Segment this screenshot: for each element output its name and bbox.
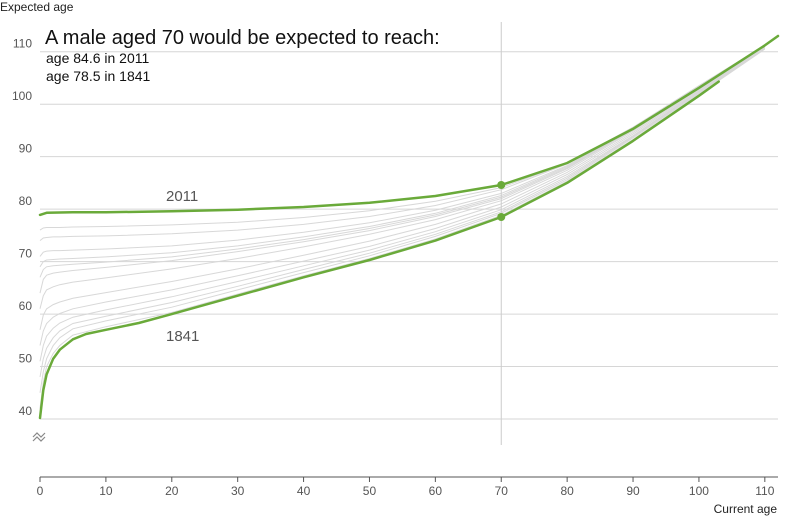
x-tick-label-30: 30: [231, 484, 245, 498]
x-tick-label-80: 80: [560, 484, 574, 498]
annotation-line-2011: age 84.6 in 2011: [46, 50, 149, 66]
x-tick-label-0: 0: [37, 484, 44, 498]
background-series-line-11: [39, 44, 766, 268]
y-tick-label-80: 80: [19, 194, 33, 208]
highlight-point-2011: [497, 181, 506, 190]
background-series-line-10: [39, 44, 766, 278]
series-line-1841: [38, 80, 720, 420]
background-series-line-9: [39, 45, 766, 294]
highlight-series-layer: [38, 34, 780, 420]
series-label-1841: 1841: [166, 328, 199, 345]
y-tick-label-90: 90: [19, 142, 33, 156]
y-axis-title: Expected age: [0, 0, 74, 14]
background-series-line-3: [39, 48, 766, 393]
y-tick-label-40: 40: [19, 404, 33, 418]
x-tick-label-70: 70: [495, 484, 509, 498]
y-tick-label-110: 110: [13, 37, 32, 51]
x-axis-title: Current age: [714, 502, 778, 516]
x-tick-label-50: 50: [363, 484, 377, 498]
background-series-line-12: [39, 44, 766, 257]
y-axis: 40 50 60 70 80 90 100 110: [12, 37, 32, 418]
background-series-line-2: [39, 48, 766, 409]
background-series-line-6: [39, 46, 766, 346]
x-tick-label-60: 60: [429, 484, 443, 498]
y-tick-label-50: 50: [19, 352, 33, 366]
y-tick-label-60: 60: [19, 299, 33, 313]
background-series-line-4: [39, 47, 766, 378]
x-tick-label-100: 100: [689, 484, 709, 498]
background-series-line-8: [39, 45, 766, 309]
y-tick-label-100: 100: [12, 89, 32, 103]
highlight-point-1841: [497, 213, 506, 222]
x-axis: 0 10 20 30 40 50 60 70 80 90 100 110: [37, 476, 778, 498]
axis-break-icon: [32, 432, 46, 442]
y-tick-label-70: 70: [19, 247, 33, 261]
x-tick-label-110: 110: [755, 484, 774, 498]
background-series-layer: [39, 44, 766, 409]
background-series-line-7: [39, 46, 766, 330]
x-tick-label-40: 40: [297, 484, 311, 498]
series-label-2011: 2011: [166, 188, 198, 205]
x-tick-label-90: 90: [626, 484, 640, 498]
background-series-line-5: [39, 47, 766, 362]
x-tick-label-10: 10: [99, 484, 113, 498]
annotation-title: A male aged 70 would be expected to reac…: [45, 27, 440, 49]
annotation-line-1841: age 78.5 in 1841: [46, 68, 151, 84]
x-tick-label-20: 20: [165, 484, 179, 498]
series-line-2011: [38, 34, 780, 217]
